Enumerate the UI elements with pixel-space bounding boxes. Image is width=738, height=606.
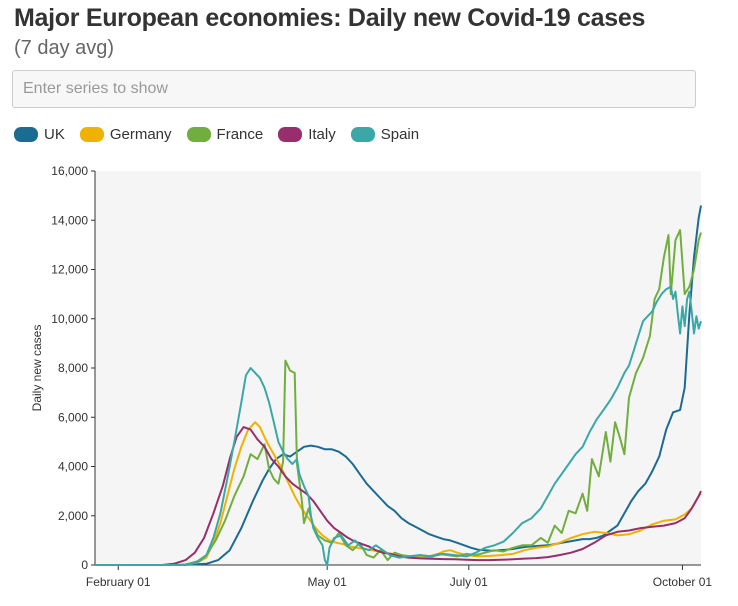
legend-item-spain[interactable]: Spain [350,125,420,143]
y-axis: 0 2,000 4,000 6,000 8,000 10,000 12,000 14,000 1… [51,164,96,572]
legend-swatch-uk [14,126,38,142]
legend-label-spain: Spain [380,125,420,143]
y-tick-label: 16,000 [51,164,88,178]
y-tick-label: 14,000 [51,213,88,227]
y-tick-label: 4,000 [58,460,88,474]
series-search-input[interactable] [12,70,696,108]
x-tick-label: February 01 [86,575,151,589]
y-axis-title: Daily new cases [30,325,44,412]
series-lines [95,205,702,566]
legend-label-germany: Germany [109,125,172,143]
legend-item-italy[interactable]: Italy [278,126,336,143]
x-tick-label: October 01 [653,575,713,589]
y-tick-label: 10,000 [51,312,88,326]
series-line-italy[interactable] [95,426,702,566]
legend-swatch-germany [79,126,104,142]
legend-item-france[interactable]: France [186,125,264,143]
series-line-spain[interactable] [95,285,702,566]
x-tick-label: July 01 [450,575,488,589]
legend: UK Germany France Italy Spain [14,124,434,144]
chart-title: Major European economies: Daily new Covi… [14,4,646,32]
legend-swatch-spain [350,126,375,142]
legend-item-uk[interactable]: UK [14,126,65,143]
line-chart: 0 2,000 4,000 6,000 8,000 10,000 12,000 14,000 1… [30,164,713,589]
y-tick-label: 8,000 [58,361,88,375]
chart-subtitle: (7 day avg) [14,37,115,59]
x-tick-label: May 01 [308,575,348,589]
legend-swatch-italy [278,126,303,142]
series-line-uk[interactable] [95,205,702,566]
x-axis: February 01 May 01 July 01 October 01 [86,564,713,589]
legend-swatch-france [186,126,211,142]
legend-label-uk: UK [44,125,65,143]
y-tick-label: 0 [81,558,88,572]
legend-item-germany[interactable]: Germany [79,125,172,143]
y-tick-label: 12,000 [51,263,88,277]
y-tick-label: 2,000 [58,509,88,523]
legend-label-italy: Italy [308,125,336,143]
y-tick-label: 6,000 [58,410,88,424]
legend-label-france: France [216,125,264,143]
plot-area [95,171,701,565]
